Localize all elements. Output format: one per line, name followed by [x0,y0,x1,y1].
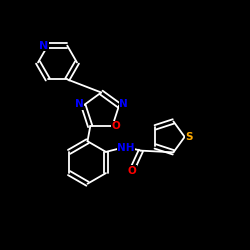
Text: O: O [112,122,120,132]
Text: N: N [40,40,48,50]
Text: S: S [186,132,193,142]
Text: NH: NH [117,143,135,153]
Text: O: O [128,166,136,175]
Text: N: N [74,99,83,109]
Text: N: N [119,99,128,109]
